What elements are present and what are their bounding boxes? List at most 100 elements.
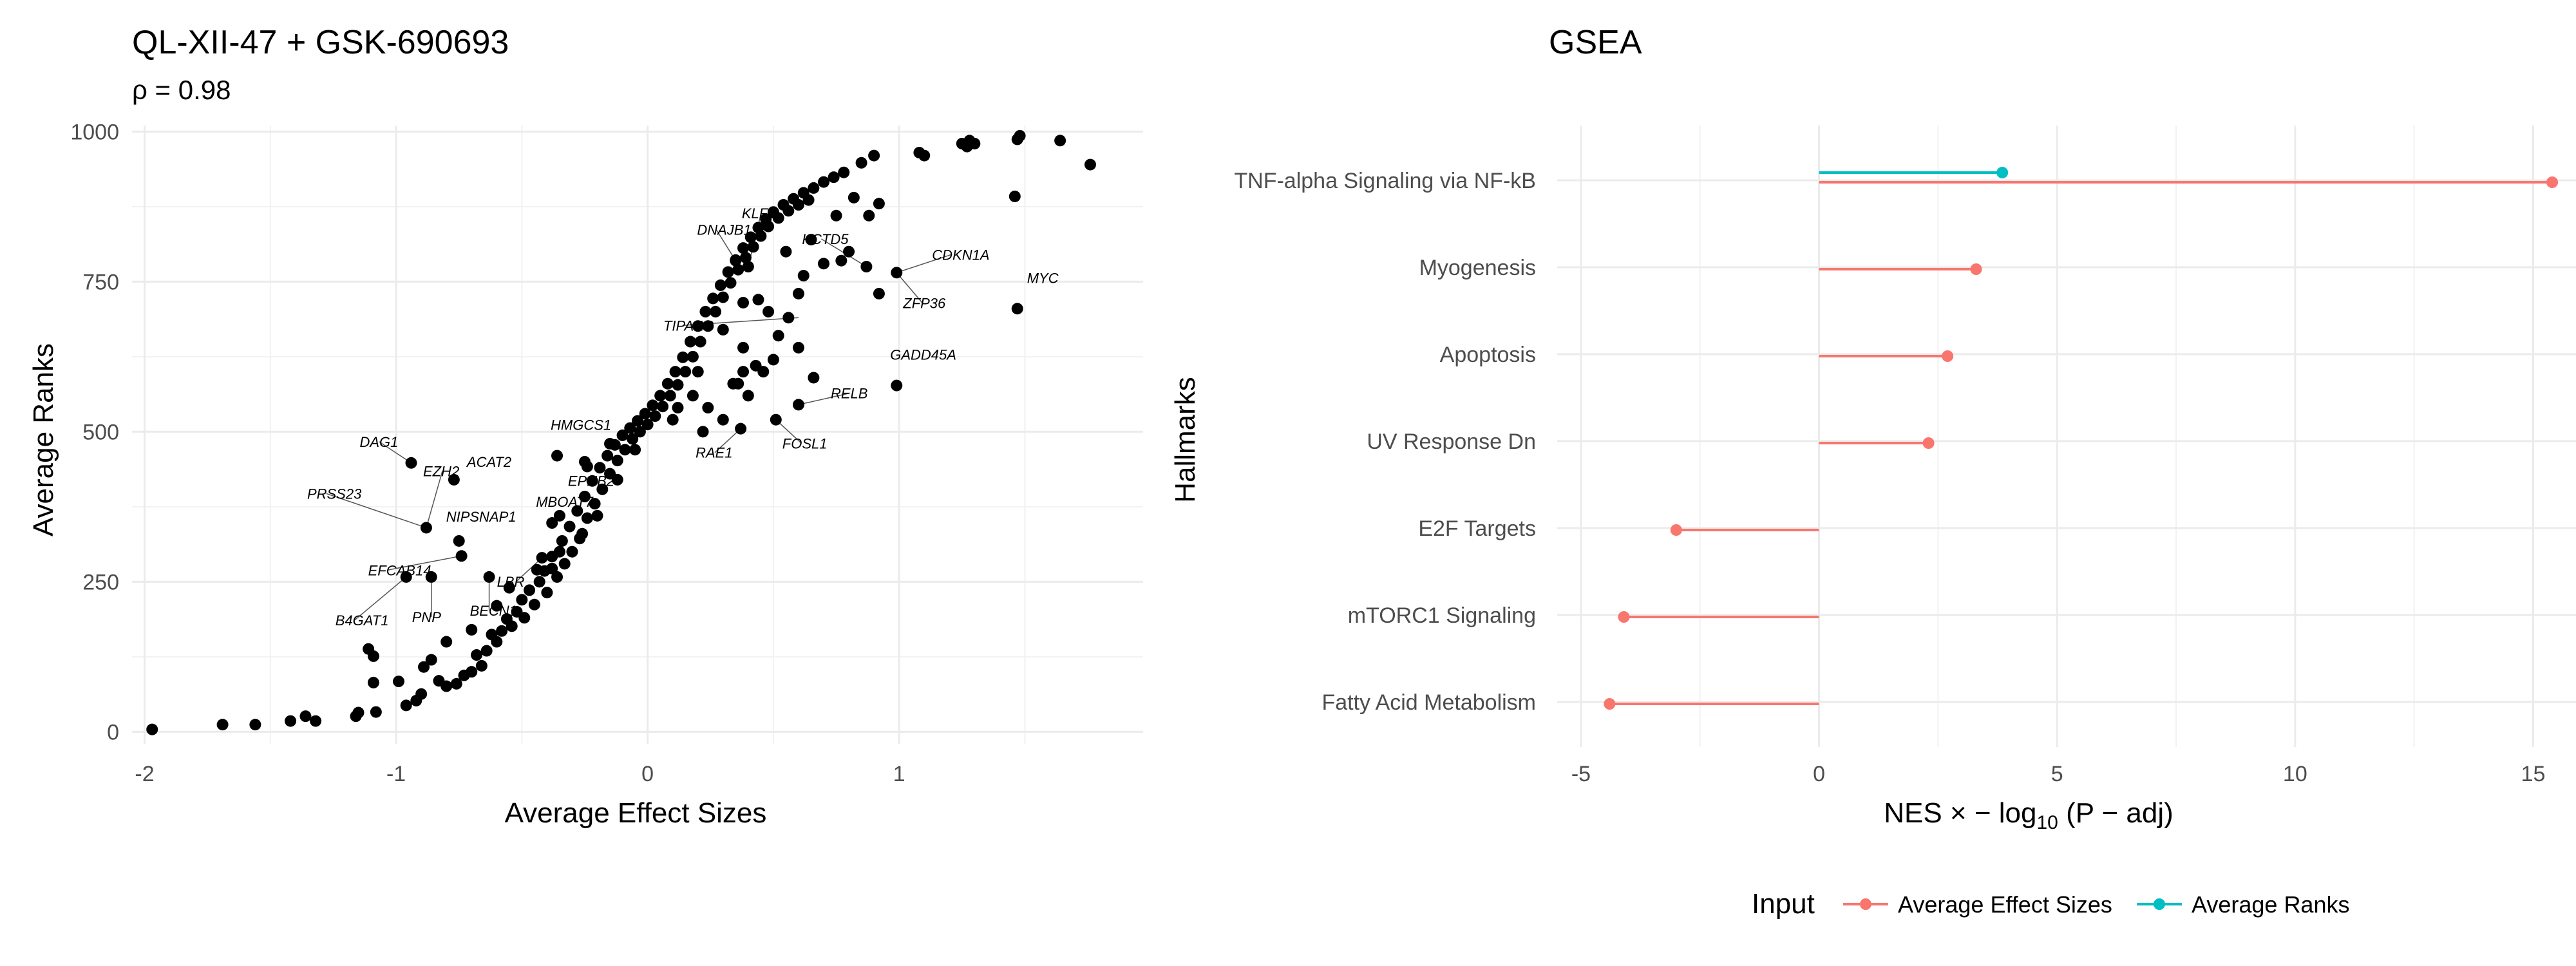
scatter-point	[694, 336, 706, 348]
scatter-point	[516, 594, 528, 606]
gene-label: EFCAB14	[368, 562, 431, 578]
x-tick-label: 10	[2283, 762, 2307, 786]
gene-label: DNAJB1	[697, 222, 751, 238]
lollipop-head	[1670, 524, 1682, 536]
scatter-subtitle: ρ = 0.98	[132, 75, 231, 105]
scatter-point	[420, 522, 432, 534]
scatter-point	[418, 661, 430, 673]
scatter-point	[770, 413, 782, 426]
scatter-point	[717, 291, 729, 303]
x-tick-label: 5	[2051, 762, 2063, 786]
gsea-y-axis-title: Hallmarks	[1170, 377, 1201, 503]
scatter-point	[440, 636, 453, 648]
scatter-point	[546, 517, 558, 529]
scatter-point	[742, 261, 754, 273]
scatter-point	[714, 279, 726, 291]
scatter-point	[400, 699, 412, 712]
scatter-point	[649, 410, 661, 422]
gene-label: MBOAT7	[536, 494, 594, 510]
gene-label: DAG1	[360, 434, 399, 450]
scatter-point	[392, 676, 404, 688]
scatter-point	[578, 491, 591, 502]
lollipop-head	[1970, 263, 1982, 275]
lollipop-head	[1922, 437, 1935, 449]
category-label: Apoptosis	[1440, 343, 1536, 367]
gene-label: KLF2	[742, 205, 776, 222]
scatter-point	[594, 462, 606, 474]
scatter-point	[536, 552, 548, 564]
scatter-point	[737, 366, 750, 378]
category-label: Fatty Acid Metabolism	[1321, 690, 1536, 715]
scatter-point	[551, 571, 564, 583]
category-label: TNF-alpha Signaling via NF-kB	[1234, 169, 1536, 193]
legend-label: Average Effect Sizes	[1898, 891, 2112, 918]
scatter-point	[808, 182, 820, 194]
scatter-point	[792, 341, 804, 354]
gene-label: GADD45A	[890, 347, 956, 363]
scatter-point	[863, 209, 875, 222]
scatter-point	[692, 320, 704, 332]
gene-label: LBR	[497, 574, 525, 590]
scatter-point	[802, 194, 815, 206]
gene-label: ZFP36	[902, 295, 946, 311]
scatter-point	[546, 562, 558, 574]
scatter-point	[576, 527, 589, 540]
scatter-point	[744, 231, 757, 243]
scatter-point	[466, 666, 478, 678]
y-tick-label: 250	[82, 570, 119, 594]
scatter-point	[717, 323, 729, 336]
gsea-ticks: -5 0 5 10 15 TNF-alpha Signaling via NF-kB Myo…	[1234, 169, 2545, 786]
gsea-x-axis-title-nes: NES × − log	[1884, 797, 2036, 829]
category-label: mTORC1 Signaling	[1348, 603, 1536, 628]
scatter-point	[589, 498, 601, 510]
scatter-point	[969, 137, 981, 149]
scatter-point	[782, 205, 795, 217]
label-connector	[426, 471, 443, 528]
lollipop-head	[1604, 698, 1616, 710]
scatter-point	[448, 473, 460, 486]
scatter-point	[707, 292, 719, 305]
gsea-x-axis-title: NES × − log10 (P − adj)	[1884, 797, 2174, 833]
gene-label: HMGCS1	[551, 417, 611, 433]
scatter-point	[792, 287, 804, 299]
scatter-point	[848, 191, 860, 204]
scatter-title: QL-XII-47 + GSK-690693	[132, 24, 509, 61]
gsea-x-axis-title-rest: (P − adj)	[2058, 797, 2174, 829]
scatter-points	[146, 129, 1096, 735]
category-label: UV Response Dn	[1367, 430, 1536, 454]
scatter-point	[496, 625, 508, 637]
scatter-point	[425, 654, 437, 666]
scatter-x-axis-title: Average Effect Sizes	[505, 797, 767, 829]
scatter-point	[730, 254, 742, 267]
y-tick-label: 0	[107, 720, 119, 744]
scatter-point	[596, 483, 609, 495]
scatter-point	[868, 149, 880, 162]
scatter-point	[918, 149, 931, 162]
scatter-point	[616, 429, 629, 441]
scatter-point	[632, 415, 643, 427]
scatter-point	[724, 277, 737, 289]
label-connector	[896, 272, 923, 303]
legend-title: Input	[1752, 888, 1815, 920]
scatter-point	[586, 475, 598, 487]
scatter-point	[591, 509, 603, 522]
y-tick-label: 750	[82, 270, 119, 294]
scatter-point	[732, 377, 744, 390]
scatter-point	[732, 263, 744, 276]
y-tick-label: 1000	[70, 120, 119, 144]
gene-label: MYC	[1027, 270, 1059, 286]
scatter-point	[367, 650, 379, 662]
scatter-point	[647, 399, 659, 412]
gene-label: CDKN1A	[932, 247, 989, 263]
gene-label: TIPARP	[663, 317, 714, 334]
scatter-point	[604, 437, 616, 450]
label-connector	[775, 419, 802, 444]
scatter-point	[679, 366, 692, 378]
gsea-lollipops	[1604, 167, 2559, 710]
x-tick-label: 1	[893, 762, 905, 786]
scatter-point	[702, 320, 714, 332]
scatter-point	[792, 399, 804, 411]
x-tick-label: 0	[1813, 762, 1825, 786]
gsea-grid	[1557, 126, 2576, 747]
